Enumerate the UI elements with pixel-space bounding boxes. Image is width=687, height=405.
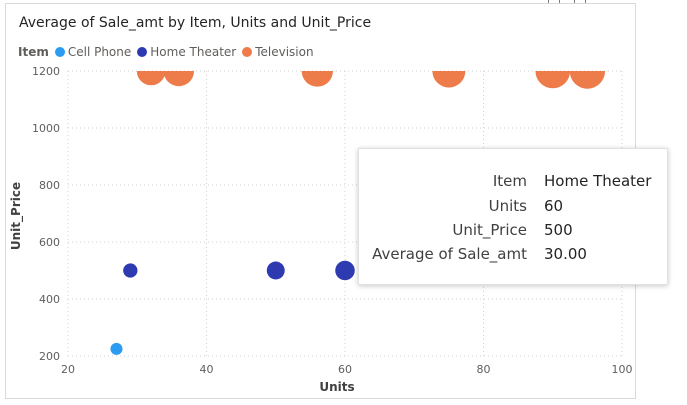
y-tick-label: 400 (39, 293, 60, 306)
legend: Item Cell Phone Home Theater Television (18, 45, 320, 59)
legend-item-television[interactable]: Television (242, 45, 314, 59)
tooltip-label: Average of Sale_amt (372, 245, 527, 263)
point-cell-phone[interactable] (110, 342, 123, 355)
y-tick-label: 800 (39, 179, 60, 192)
plot-area: 200 400 600 800 1000 1200 20 40 60 80 100 Units U… (9, 53, 633, 394)
tooltip-value: 30.00 (544, 245, 587, 263)
point-television[interactable] (535, 54, 571, 89)
point-home-theater[interactable] (335, 260, 355, 281)
tooltip-label: Item (492, 172, 527, 190)
point-home-theater[interactable] (266, 261, 285, 280)
x-tick-label: 60 (338, 363, 352, 376)
point-television[interactable] (163, 56, 195, 87)
legend-label: Cell Phone (67, 45, 132, 59)
point-home-theater[interactable] (123, 263, 138, 278)
x-tick-label: 40 (200, 363, 214, 376)
data-points (110, 53, 606, 355)
tooltip-value: 60 (544, 197, 564, 215)
y-tick-label: 1200 (32, 65, 60, 78)
x-axis-ticks: 20 40 60 80 100 (61, 363, 633, 376)
y-tick-label: 200 (39, 350, 60, 363)
x-axis-label: Units (319, 380, 354, 394)
point-television[interactable] (136, 57, 166, 86)
y-tick-label: 600 (39, 236, 60, 249)
legend-title: Item (18, 45, 49, 59)
y-axis-label: Unit_Price (9, 182, 24, 250)
x-tick-label: 100 (612, 363, 633, 376)
legend-item-cell-phone[interactable]: Cell Phone (54, 45, 132, 59)
y-axis-ticks: 200 400 600 800 1000 1200 (32, 65, 60, 363)
legend-label: Home Theater (150, 45, 237, 59)
tooltip-row-average-sale-amt: Average of Sale_amt 30.00 (359, 245, 667, 270)
y-tick-label: 1000 (32, 122, 60, 135)
legend-dot-icon (54, 47, 65, 57)
point-television[interactable] (569, 53, 606, 89)
tooltip-row-item: Item Home Theater (359, 172, 667, 197)
x-tick-label: 80 (477, 363, 491, 376)
legend-item-home-theater[interactable]: Home Theater (137, 45, 236, 59)
legend-dot-icon (242, 47, 253, 57)
tooltip-value: 500 (544, 221, 573, 239)
tooltip-label: Unit_Price (452, 221, 527, 239)
x-tick-label: 20 (61, 363, 75, 376)
legend-dot-icon (137, 47, 148, 57)
tooltip-row-units: Units 60 (359, 197, 667, 222)
tooltip-value: Home Theater (544, 172, 652, 190)
point-television[interactable] (432, 55, 466, 88)
tooltip-label: Units (488, 197, 527, 215)
chart-title: Average of Sale_amt by Item, Units and U… (19, 15, 372, 31)
legend-label: Television (255, 45, 314, 59)
tooltip-row-unit-price: Unit_Price 500 (359, 221, 667, 246)
data-tooltip: Item Home Theater Units 60 Unit_Price 50… (358, 148, 668, 285)
point-television[interactable] (301, 55, 333, 87)
